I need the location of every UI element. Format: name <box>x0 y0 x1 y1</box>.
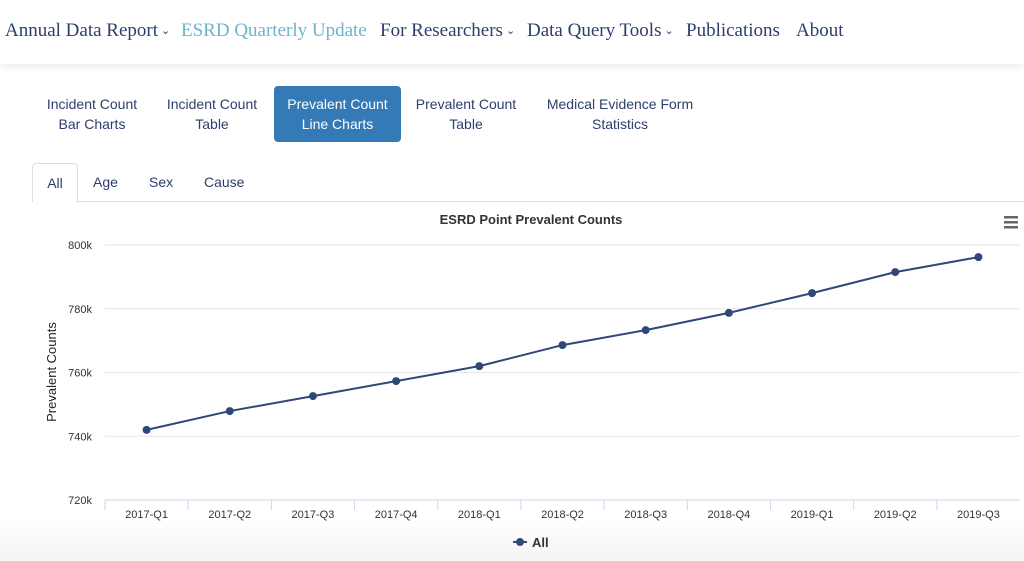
y-tick-label: 800k <box>68 240 92 252</box>
x-tick-label: 2017-Q2 <box>208 509 251 521</box>
y-tick-label: 760k <box>68 368 92 380</box>
legend-item-all[interactable]: All <box>513 535 549 550</box>
y-tick-label: 780k <box>68 304 92 316</box>
pill-line1: Incident Count <box>166 96 258 112</box>
subnav-incident-table[interactable]: Incident Count Table <box>158 86 266 142</box>
pill-line2: Statistics <box>591 116 648 132</box>
data-point[interactable] <box>641 326 650 335</box>
data-point[interactable] <box>558 341 567 350</box>
nav-for-researchers[interactable]: For Researchers ⌄ <box>380 20 515 42</box>
pill-line1: Medical Evidence Form <box>546 96 694 112</box>
tab-sex[interactable]: Sex <box>149 174 174 190</box>
x-tick-label: 2017-Q3 <box>292 509 335 521</box>
subnav-prevalent-table[interactable]: Prevalent Count Table <box>408 86 524 142</box>
data-point[interactable] <box>308 392 317 401</box>
x-tick-label: 2018-Q1 <box>458 509 501 521</box>
nav-publications[interactable]: Publications <box>686 20 780 42</box>
nav-label: Annual Data Report <box>5 20 159 41</box>
data-point[interactable] <box>808 289 817 298</box>
nav-label: Publications <box>686 20 780 41</box>
x-tick-label: 2018-Q3 <box>624 509 667 521</box>
pill-line2: Table <box>449 116 483 132</box>
nav-esrd-quarterly-update[interactable]: ESRD Quarterly Update <box>181 20 367 42</box>
pill-line2: Table <box>195 116 229 132</box>
data-point[interactable] <box>475 362 484 371</box>
data-point[interactable] <box>974 253 983 262</box>
top-navigation: Annual Data Report ⌄ ESRD Quarterly Updat… <box>0 0 1024 64</box>
subnav-prevalent-line-charts[interactable]: Prevalent Count Line Charts <box>274 86 401 142</box>
chart-tabs: All Age Sex Cause <box>32 163 1024 203</box>
nav-annual-data-report[interactable]: Annual Data Report ⌄ <box>5 20 170 42</box>
nav-data-query-tools[interactable]: Data Query Tools ⌄ <box>527 20 674 42</box>
x-tick-label: 2019-Q3 <box>957 509 1000 521</box>
footer-fade <box>0 520 1024 561</box>
chart-title: ESRD Point Prevalent Counts <box>440 212 623 227</box>
hamburger-icon[interactable] <box>1004 216 1018 229</box>
data-point[interactable] <box>142 425 151 434</box>
subnav-incident-bar-charts[interactable]: Incident Count Bar Charts <box>36 86 148 142</box>
data-point[interactable] <box>225 407 234 416</box>
nav-label: For Researchers <box>380 20 503 41</box>
tab-cause[interactable]: Cause <box>204 174 245 190</box>
chevron-down-icon: ⌄ <box>161 25 171 37</box>
pill-line1: Incident Count <box>46 96 138 112</box>
nav-label: ESRD Quarterly Update <box>181 20 367 41</box>
subnav-medical-evidence-form[interactable]: Medical Evidence Form Statistics <box>536 86 704 142</box>
nav-label: Data Query Tools <box>527 20 662 41</box>
x-tick-label: 2017-Q1 <box>125 509 168 521</box>
pill-line2: Line Charts <box>301 116 374 132</box>
data-point[interactable] <box>392 377 401 386</box>
x-tick-label: 2019-Q2 <box>874 509 917 521</box>
pill-line1: Prevalent Count <box>415 96 517 112</box>
legend-marker <box>516 538 524 546</box>
x-tick-label: 2019-Q1 <box>791 509 834 521</box>
sub-navigation: Incident Count Bar Charts Incident Count T… <box>0 86 1024 142</box>
nav-label: About <box>796 20 844 41</box>
legend-label: All <box>532 535 549 550</box>
tab-age[interactable]: Age <box>93 174 118 190</box>
y-tick-label: 740k <box>68 431 92 443</box>
tab-all[interactable]: All <box>32 163 78 203</box>
pill-line1: Prevalent Count <box>287 96 388 112</box>
data-point[interactable] <box>891 268 900 277</box>
y-axis-label: Prevalent Counts <box>44 322 59 422</box>
nav-about[interactable]: About <box>796 20 844 42</box>
data-point[interactable] <box>724 308 733 317</box>
x-tick-label: 2018-Q2 <box>541 509 584 521</box>
chevron-down-icon: ⌄ <box>664 25 674 37</box>
pill-line2: Bar Charts <box>58 116 126 132</box>
y-tick-label: 720k <box>68 495 92 507</box>
x-tick-label: 2017-Q4 <box>375 509 418 521</box>
chevron-down-icon: ⌄ <box>505 25 516 37</box>
x-tick-label: 2018-Q4 <box>707 509 750 521</box>
